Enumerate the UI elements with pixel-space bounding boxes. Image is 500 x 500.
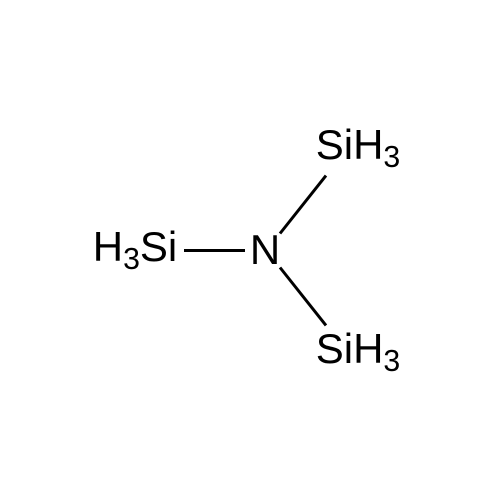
chemical-structure-diagram: H3Si N SiH3 SiH3	[0, 0, 500, 500]
bond-left-n	[184, 249, 245, 252]
atom-si-bot: SiH3	[316, 325, 401, 379]
atom-si-left: H3Si	[93, 223, 178, 277]
bond-n-top	[279, 174, 327, 234]
atom-n-center: N	[250, 226, 280, 274]
atom-si-top: SiH3	[316, 121, 401, 175]
bond-n-bot	[279, 266, 327, 326]
